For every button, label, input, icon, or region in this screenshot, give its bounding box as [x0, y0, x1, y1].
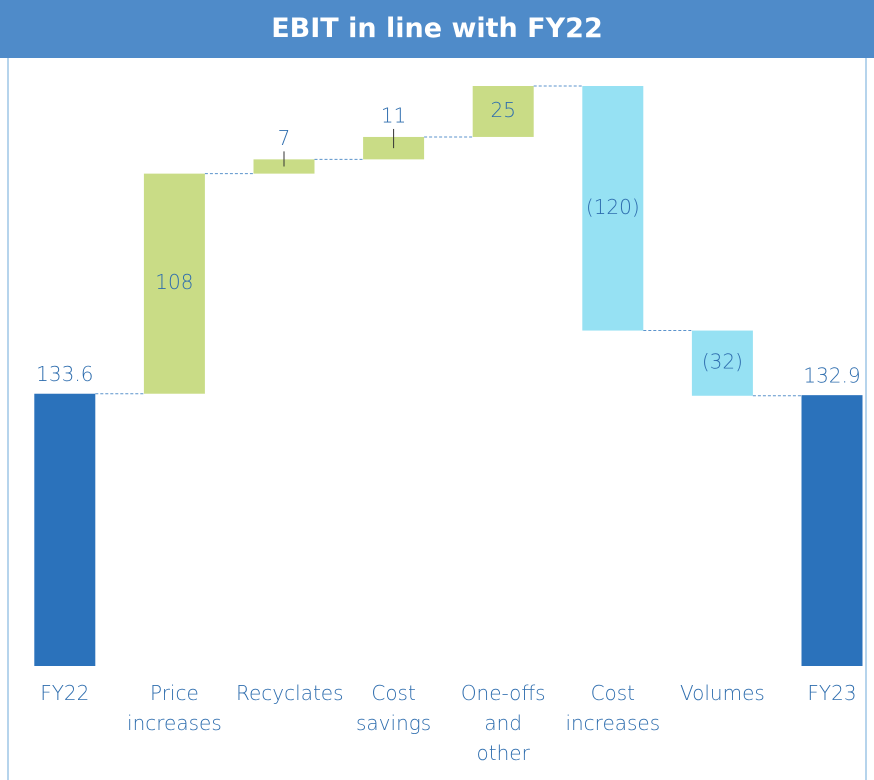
bar [34, 393, 96, 666]
x-tick-label: Volumes [679, 681, 765, 705]
bar [582, 86, 644, 331]
value-label: 25 [490, 98, 515, 122]
value-label: 132.9 [803, 364, 860, 388]
value-label: 7 [278, 126, 291, 150]
value-label: 11 [381, 103, 406, 127]
x-tick-label: FY22 [40, 681, 90, 705]
x-tick-label: One-offs and other [460, 681, 546, 765]
bar [691, 330, 753, 396]
bar [143, 173, 205, 394]
chart-title: EBIT in line with FY22 [0, 0, 874, 58]
bar [472, 86, 534, 137]
value-label: (120) [586, 195, 640, 219]
x-tick-label: Cost increases [565, 681, 661, 735]
x-tick-label: Price increases [127, 681, 222, 735]
value-label: 133.6 [36, 362, 93, 386]
bar [801, 395, 863, 666]
value-label: 108 [155, 270, 193, 294]
bar [253, 159, 315, 174]
x-tick-label: Recyclates [236, 681, 344, 705]
value-label: (32) [702, 350, 743, 374]
x-tick-label: Cost savings [356, 681, 432, 735]
x-tick-label: FY23 [807, 681, 857, 705]
